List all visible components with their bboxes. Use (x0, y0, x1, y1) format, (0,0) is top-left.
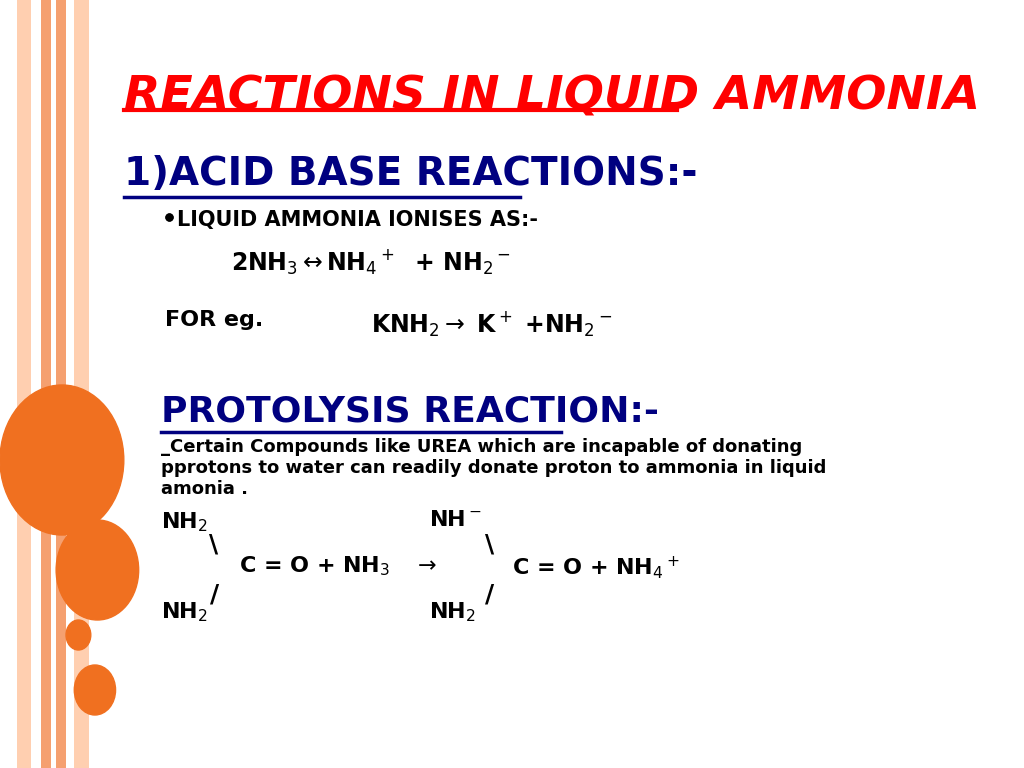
Text: PROTOLYSIS REACTION:-: PROTOLYSIS REACTION:- (161, 395, 659, 429)
Text: _Certain Compounds like UREA which are incapable of donating
pprotons to water c: _Certain Compounds like UREA which are i… (161, 438, 826, 498)
Text: KNH$_2$$\rightarrow$ K$^+$ +NH$_2$$^-$: KNH$_2$$\rightarrow$ K$^+$ +NH$_2$$^-$ (372, 310, 612, 339)
Text: C = O + NH$_4$$^+$: C = O + NH$_4$$^+$ (512, 554, 679, 581)
Text: C = O + NH$_3$   $\rightarrow$: C = O + NH$_3$ $\rightarrow$ (240, 554, 437, 578)
Circle shape (56, 520, 138, 620)
Bar (56, 0, 66, 768)
Circle shape (0, 385, 124, 535)
Text: NH$_2$: NH$_2$ (161, 510, 208, 534)
Text: LIQUID AMMONIA IONISES AS:-: LIQUID AMMONIA IONISES AS:- (177, 210, 539, 230)
Bar (75, 0, 89, 768)
Text: NH$_2$: NH$_2$ (429, 600, 476, 624)
Text: FOR eg.: FOR eg. (165, 310, 263, 330)
Bar (41, 0, 51, 768)
Text: 2NH$_3$$\leftrightarrow$NH$_4$$^+$  + NH$_2$$^-$: 2NH$_3$$\leftrightarrow$NH$_4$$^+$ + NH$… (231, 248, 511, 277)
Bar (16, 0, 32, 768)
Text: /: / (211, 582, 219, 606)
Text: 1)ACID BASE REACTIONS:-: 1)ACID BASE REACTIONS:- (124, 155, 697, 193)
Text: \: \ (209, 533, 226, 557)
Text: NH$^-$: NH$^-$ (429, 510, 482, 530)
Circle shape (66, 620, 91, 650)
Text: /: / (485, 582, 495, 606)
Text: NH$_2$: NH$_2$ (161, 600, 208, 624)
Circle shape (75, 665, 116, 715)
Text: REACTIONS IN LIQUID AMMONIA: REACTIONS IN LIQUID AMMONIA (124, 75, 980, 120)
Text: \: \ (485, 533, 503, 557)
